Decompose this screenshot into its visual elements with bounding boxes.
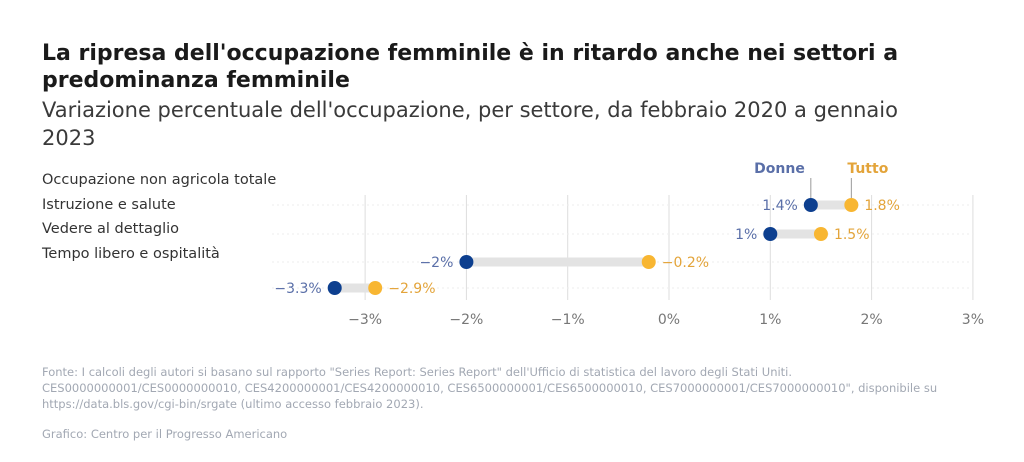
- x-tick-label: 3%: [962, 312, 984, 328]
- data-label-donne: 1.4%: [762, 198, 798, 214]
- dumbbell-chart: 1.4% 1.8%1% 1.5%−2% −0.2%−3.3% −2.9% −3% −2% −…: [272, 161, 984, 328]
- chart-title: La ripresa dell'occupazione femminile è …: [42, 41, 899, 93]
- x-tick-label: 1%: [759, 312, 781, 328]
- x-tick-label: −2%: [449, 312, 483, 328]
- category-label: Vedere al dettaglio: [42, 221, 180, 237]
- legend-label-donne: Donne: [754, 161, 805, 177]
- chart-subtitle: Variazione percentuale dell'occupazione,…: [42, 98, 898, 150]
- data-label-tutto: 1.5%: [834, 227, 870, 243]
- point-donne: [803, 198, 818, 212]
- legend: Donne Tutto: [754, 161, 889, 198]
- data-label-tutto: −2.9%: [388, 281, 435, 297]
- x-tick-label: 2%: [860, 312, 882, 328]
- point-tutto: [844, 198, 859, 212]
- grid-lines: [272, 195, 975, 300]
- source-note: Fonte: I calcoli degli autori si basano …: [42, 365, 938, 411]
- category-label: Tempo libero e ospitalità: [42, 245, 220, 262]
- data-label-donne: −3.3%: [274, 281, 321, 297]
- chart-credit: Grafico: Centro per il Progresso America…: [42, 427, 288, 441]
- point-tutto: [368, 281, 383, 295]
- point-tutto: [641, 255, 656, 269]
- category-labels: Occupazione non agricola totale Istruzio…: [42, 168, 362, 266]
- data-label-tutto: −0.2%: [662, 255, 709, 271]
- x-tick-label: −1%: [551, 312, 585, 328]
- data-rows: 1.4% 1.8% 1% 1.5% −2% −0.2% −3.3% −2.9%: [274, 198, 900, 297]
- data-label-tutto: 1.8%: [864, 198, 900, 214]
- category-label: Occupazione non agricola totale: [42, 172, 277, 188]
- category-label: Istruzione e salute: [42, 196, 176, 213]
- point-donne: [459, 255, 474, 269]
- x-axis-ticks: −3% −2% −1% 0% 1% 2% 3%: [348, 312, 984, 328]
- x-tick-label: 0%: [658, 312, 680, 328]
- x-tick-label: −3%: [348, 312, 382, 328]
- point-donne: [327, 281, 342, 295]
- point-tutto: [813, 227, 828, 241]
- point-donne: [763, 227, 778, 241]
- data-label-donne: 1%: [735, 227, 757, 243]
- legend-label-tutto: Tutto: [847, 161, 888, 177]
- data-label-donne: −2%: [419, 255, 453, 271]
